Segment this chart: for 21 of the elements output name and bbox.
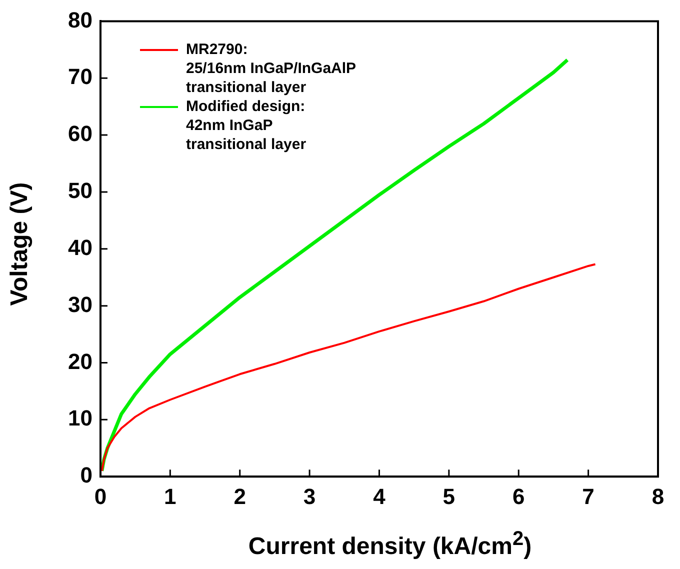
y-tick-label: 30 xyxy=(68,292,92,317)
y-tick-label: 10 xyxy=(68,406,92,431)
y-tick-label: 0 xyxy=(80,462,92,488)
legend-label: MR2790: 25/16nm InGaP/InGaAlP transitional layer xyxy=(186,40,356,97)
y-axis-title: Voltage (V) xyxy=(6,181,34,308)
y-tick-label: 50 xyxy=(68,178,92,204)
x-tick-label: 4 xyxy=(373,484,386,509)
x-tick-label: 2 xyxy=(234,484,246,509)
x-tick-label: 7 xyxy=(582,484,594,509)
y-tick-label: 20 xyxy=(68,348,92,374)
y-tick-label: 70 xyxy=(68,64,92,90)
x-tick-label: 6 xyxy=(512,484,525,509)
x-tick-label: 5 xyxy=(442,484,456,509)
x-axis-title: Current density (kA/cm$^{2}$) xyxy=(247,528,533,561)
x-tick-label: 8 xyxy=(652,484,664,509)
legend-label: Modified design: 42nm InGaP transitional layer xyxy=(186,97,306,154)
x-tick-label: 1 xyxy=(164,484,176,509)
y-tick-label: 60 xyxy=(68,121,92,146)
x-tick-label: 3 xyxy=(303,484,316,509)
y-tick-label: 80 xyxy=(68,7,92,32)
y-tick-label: 40 xyxy=(68,234,92,260)
